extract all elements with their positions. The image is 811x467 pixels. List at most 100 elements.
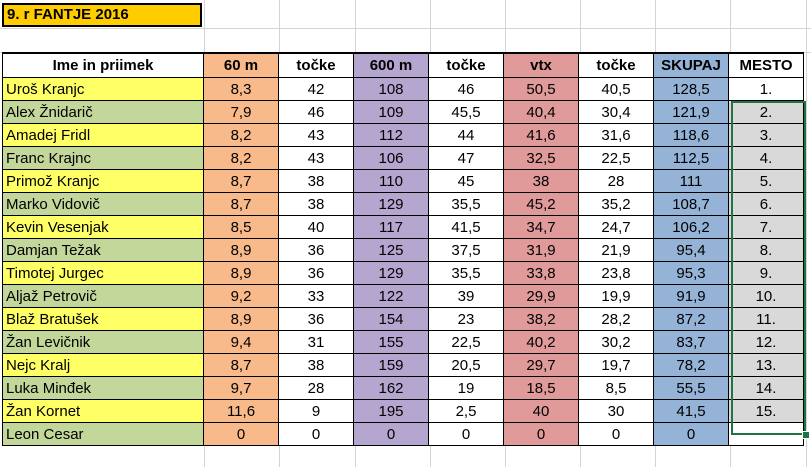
cell-points-60m[interactable]: 38 [278, 353, 354, 377]
cell-total[interactable]: 78,2 [653, 353, 729, 377]
cell-name[interactable]: Nejc Kralj [2, 353, 204, 377]
cell-total[interactable]: 87,2 [653, 307, 729, 331]
cell-600m[interactable]: 0 [353, 422, 429, 446]
cell-60m[interactable]: 9,7 [203, 376, 279, 400]
header-points-600m[interactable]: točke [428, 52, 504, 78]
cell-600m[interactable]: 159 [353, 353, 429, 377]
cell-points-60m[interactable]: 42 [278, 77, 354, 101]
cell-rank[interactable]: 15. [728, 399, 804, 423]
cell-rank[interactable]: 1. [728, 77, 804, 101]
cell-total[interactable]: 106,2 [653, 215, 729, 239]
cell-points-60m[interactable]: 40 [278, 215, 354, 239]
cell-points-60m[interactable]: 36 [278, 261, 354, 285]
cell-rank[interactable]: 8. [728, 238, 804, 262]
cell-rank[interactable]: 9. [728, 261, 804, 285]
cell-600m[interactable]: 108 [353, 77, 429, 101]
cell-total[interactable]: 83,7 [653, 330, 729, 354]
cell-vtx[interactable]: 29,7 [503, 353, 579, 377]
cell-60m[interactable]: 8,5 [203, 215, 279, 239]
cell-vtx[interactable]: 33,8 [503, 261, 579, 285]
cell-vtx[interactable]: 38 [503, 169, 579, 193]
cell-rank[interactable]: 2. [728, 100, 804, 124]
cell-points-600m[interactable]: 22,5 [428, 330, 504, 354]
cell-points-600m[interactable]: 0 [428, 422, 504, 446]
cell-points-vtx[interactable]: 8,5 [578, 376, 654, 400]
cell-points-600m[interactable]: 45,5 [428, 100, 504, 124]
cell-points-vtx[interactable]: 31,6 [578, 123, 654, 147]
cell-vtx[interactable]: 31,9 [503, 238, 579, 262]
cell-rank[interactable]: 5. [728, 169, 804, 193]
cell-600m[interactable]: 122 [353, 284, 429, 308]
cell-60m[interactable]: 9,4 [203, 330, 279, 354]
cell-vtx[interactable]: 29,9 [503, 284, 579, 308]
cell-name[interactable]: Kevin Vesenjak [2, 215, 204, 239]
cell-600m[interactable]: 162 [353, 376, 429, 400]
cell-rank[interactable]: 3. [728, 123, 804, 147]
cell-points-600m[interactable]: 44 [428, 123, 504, 147]
cell-total[interactable]: 95,4 [653, 238, 729, 262]
cell-points-60m[interactable]: 36 [278, 307, 354, 331]
cell-points-vtx[interactable]: 30 [578, 399, 654, 423]
cell-points-vtx[interactable]: 19,9 [578, 284, 654, 308]
cell-name[interactable]: Žan Kornet [2, 399, 204, 423]
cell-60m[interactable]: 0 [203, 422, 279, 446]
cell-points-vtx[interactable]: 40,5 [578, 77, 654, 101]
cell-vtx[interactable]: 40,4 [503, 100, 579, 124]
cell-vtx[interactable]: 40,2 [503, 330, 579, 354]
cell-name[interactable]: Alex Žnidarič [2, 100, 204, 124]
header-rank[interactable]: MESTO [728, 52, 804, 78]
cell-60m[interactable]: 8,3 [203, 77, 279, 101]
cell-600m[interactable]: 154 [353, 307, 429, 331]
cell-points-600m[interactable]: 39 [428, 284, 504, 308]
header-name[interactable]: Ime in priimek [2, 52, 204, 78]
cell-60m[interactable]: 8,2 [203, 123, 279, 147]
header-600m[interactable]: 600 m [353, 52, 429, 78]
cell-600m[interactable]: 125 [353, 238, 429, 262]
cell-points-600m[interactable]: 23 [428, 307, 504, 331]
cell-600m[interactable]: 117 [353, 215, 429, 239]
cell-points-600m[interactable]: 2,5 [428, 399, 504, 423]
cell-name[interactable]: Franc Krajnc [2, 146, 204, 170]
cell-total[interactable]: 111 [653, 169, 729, 193]
cell-vtx[interactable]: 32,5 [503, 146, 579, 170]
cell-600m[interactable]: 195 [353, 399, 429, 423]
cell-60m[interactable]: 7,9 [203, 100, 279, 124]
cell-60m[interactable]: 8,9 [203, 307, 279, 331]
header-total[interactable]: SKUPAJ [653, 52, 729, 78]
cell-points-vtx[interactable]: 30,4 [578, 100, 654, 124]
cell-points-600m[interactable]: 41,5 [428, 215, 504, 239]
cell-600m[interactable]: 110 [353, 169, 429, 193]
cell-600m[interactable]: 129 [353, 261, 429, 285]
cell-points-600m[interactable]: 46 [428, 77, 504, 101]
fill-handle[interactable] [802, 431, 810, 439]
cell-60m[interactable]: 8,7 [203, 192, 279, 216]
cell-vtx[interactable]: 34,7 [503, 215, 579, 239]
cell-name[interactable]: Timotej Jurgec [2, 261, 204, 285]
cell-total[interactable]: 41,5 [653, 399, 729, 423]
cell-name[interactable]: Damjan Težak [2, 238, 204, 262]
cell-vtx[interactable]: 0 [503, 422, 579, 446]
sheet-title-cell[interactable]: 9. r FANTJE 2016 [2, 3, 202, 27]
cell-60m[interactable]: 9,2 [203, 284, 279, 308]
header-points-60m[interactable]: točke [278, 52, 354, 78]
cell-points-vtx[interactable]: 22,5 [578, 146, 654, 170]
cell-total[interactable]: 128,5 [653, 77, 729, 101]
cell-vtx[interactable]: 38,2 [503, 307, 579, 331]
cell-60m[interactable]: 8,9 [203, 261, 279, 285]
cell-points-60m[interactable]: 0 [278, 422, 354, 446]
cell-points-vtx[interactable]: 23,8 [578, 261, 654, 285]
cell-600m[interactable]: 112 [353, 123, 429, 147]
cell-name[interactable]: Blaž Bratušek [2, 307, 204, 331]
cell-vtx[interactable]: 18,5 [503, 376, 579, 400]
cell-points-600m[interactable]: 35,5 [428, 192, 504, 216]
cell-points-vtx[interactable]: 0 [578, 422, 654, 446]
cell-600m[interactable]: 109 [353, 100, 429, 124]
cell-60m[interactable]: 8,7 [203, 169, 279, 193]
cell-60m[interactable]: 8,7 [203, 353, 279, 377]
cell-points-60m[interactable]: 36 [278, 238, 354, 262]
cell-name[interactable]: Žan Levičnik [2, 330, 204, 354]
cell-vtx[interactable]: 40 [503, 399, 579, 423]
cell-total[interactable]: 0 [653, 422, 729, 446]
cell-points-60m[interactable]: 28 [278, 376, 354, 400]
cell-name[interactable]: Luka Minđek [2, 376, 204, 400]
